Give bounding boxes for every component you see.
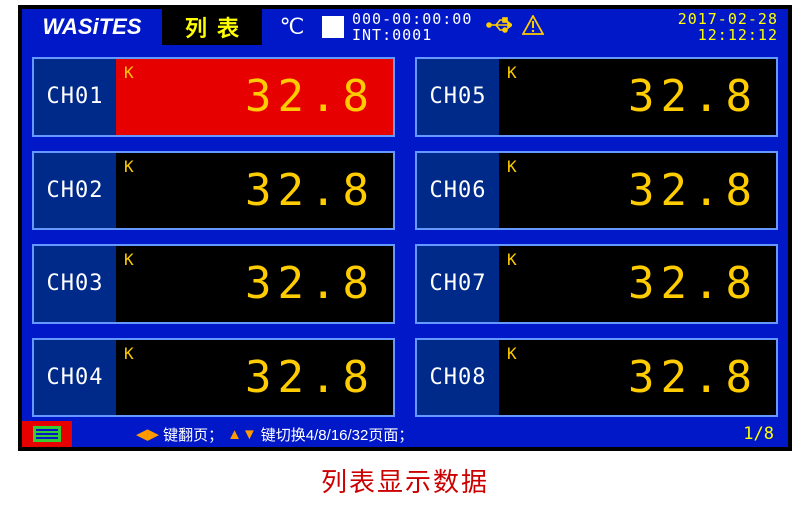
channel-body: K 32.8 bbox=[116, 153, 393, 229]
channel-type: K bbox=[507, 63, 517, 82]
menu-icon bbox=[33, 426, 61, 442]
channel-cell[interactable]: CH07 K 32.8 bbox=[415, 244, 778, 324]
page-indicator: 1/8 bbox=[743, 424, 774, 444]
channel-id: CH01 bbox=[34, 59, 116, 135]
runtime-info: 000-00:00:00 INT:0001 bbox=[352, 11, 472, 43]
brand-logo: WASiTES bbox=[22, 9, 162, 45]
interval-value: INT:0001 bbox=[352, 27, 472, 43]
channel-type: K bbox=[507, 250, 517, 269]
channel-type: K bbox=[124, 63, 134, 82]
channel-body: K 32.8 bbox=[499, 340, 776, 416]
channel-value: 32.8 bbox=[628, 165, 758, 216]
channel-id: CH05 bbox=[417, 59, 499, 135]
channel-id: CH02 bbox=[34, 153, 116, 229]
channel-value: 32.8 bbox=[628, 71, 758, 122]
channel-value: 32.8 bbox=[628, 258, 758, 309]
device-screen: WASiTES 列表 ℃ 000-00:00:00 INT:0001 2017-… bbox=[18, 5, 792, 451]
channel-cell[interactable]: CH01 K 32.8 bbox=[32, 57, 395, 137]
date-value: 2017-02-28 bbox=[678, 11, 778, 27]
usb-icon bbox=[486, 16, 512, 39]
mode-label: 列表 bbox=[162, 9, 262, 45]
channel-type: K bbox=[124, 157, 134, 176]
channel-body: K 32.8 bbox=[499, 246, 776, 322]
footer-bar: ◀▶ 键翻页； ▲▼ 键切换4/8/16/32页面； 1/8 bbox=[22, 421, 788, 447]
channel-body: K 32.8 bbox=[499, 153, 776, 229]
temperature-unit: ℃ bbox=[262, 14, 322, 40]
ud-arrow-icon: ▲▼ bbox=[227, 426, 257, 443]
menu-button[interactable] bbox=[22, 421, 72, 447]
channel-type: K bbox=[507, 344, 517, 363]
channel-type: K bbox=[124, 344, 134, 363]
datetime-display: 2017-02-28 12:12:12 bbox=[678, 11, 778, 43]
channel-value: 32.8 bbox=[628, 352, 758, 403]
channel-id: CH06 bbox=[417, 153, 499, 229]
channel-cell[interactable]: CH06 K 32.8 bbox=[415, 151, 778, 231]
channel-id: CH03 bbox=[34, 246, 116, 322]
channel-value: 32.8 bbox=[245, 165, 375, 216]
channel-body: K 32.8 bbox=[116, 246, 393, 322]
channel-cell[interactable]: CH08 K 32.8 bbox=[415, 338, 778, 418]
channel-id: CH08 bbox=[417, 340, 499, 416]
channel-cell[interactable]: CH04 K 32.8 bbox=[32, 338, 395, 418]
channel-body: K 32.8 bbox=[116, 340, 393, 416]
header-bar: WASiTES 列表 ℃ 000-00:00:00 INT:0001 2017-… bbox=[22, 9, 788, 45]
channel-body: K 32.8 bbox=[116, 59, 393, 135]
runtime-value: 000-00:00:00 bbox=[352, 11, 472, 27]
figure-caption: 列表显示数据 bbox=[0, 462, 810, 499]
hint-page-flip: 键翻页； bbox=[163, 424, 223, 445]
channel-id: CH07 bbox=[417, 246, 499, 322]
hint-page-switch: 键切换4/8/16/32页面； bbox=[261, 424, 414, 445]
time-value: 12:12:12 bbox=[678, 27, 778, 43]
channel-type: K bbox=[507, 157, 517, 176]
channel-value: 32.8 bbox=[245, 352, 375, 403]
channel-cell[interactable]: CH03 K 32.8 bbox=[32, 244, 395, 324]
channel-grid: CH01 K 32.8 CH05 K 32.8 CH02 K 32.8 CH06… bbox=[22, 45, 788, 421]
lr-arrow-icon: ◀▶ bbox=[136, 425, 159, 443]
channel-value: 32.8 bbox=[245, 71, 375, 122]
channel-cell[interactable]: CH02 K 32.8 bbox=[32, 151, 395, 231]
warning-icon bbox=[522, 15, 544, 40]
channel-id: CH04 bbox=[34, 340, 116, 416]
channel-type: K bbox=[124, 250, 134, 269]
channel-body: K 32.8 bbox=[499, 59, 776, 135]
record-indicator bbox=[322, 16, 344, 38]
status-icons bbox=[486, 15, 544, 40]
channel-cell[interactable]: CH05 K 32.8 bbox=[415, 57, 778, 137]
channel-value: 32.8 bbox=[245, 258, 375, 309]
